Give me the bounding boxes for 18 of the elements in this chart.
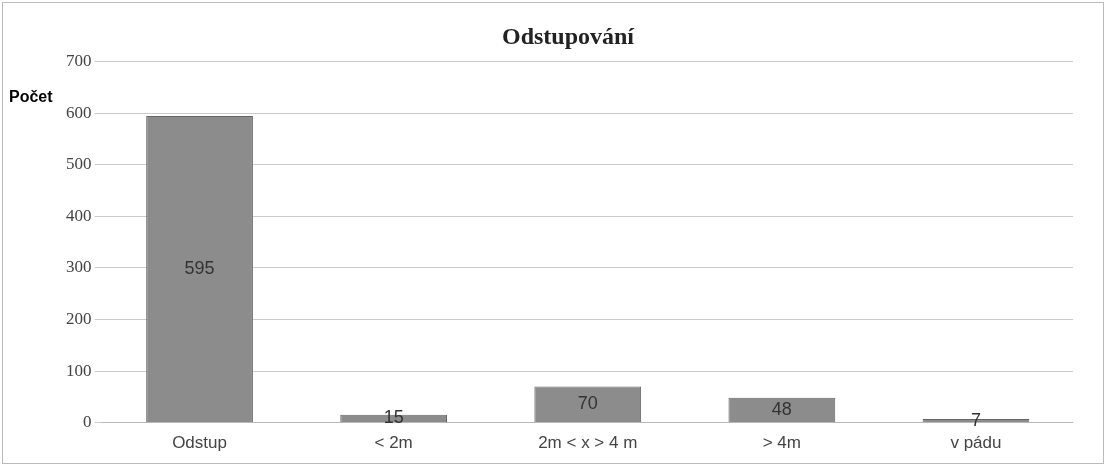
y-tick-label: 300 (66, 257, 92, 277)
x-tick-label: Odstup (172, 433, 227, 453)
data-label: 595 (184, 257, 215, 278)
y-tick-label: 200 (66, 308, 92, 328)
x-tick-label: > 4m (762, 433, 801, 453)
x-tick-label: 2m < x > 4 m (538, 433, 638, 453)
y-tick-label: 700 (66, 51, 92, 71)
x-tick-label: v pádu (950, 433, 1002, 453)
y-tick-label: 400 (66, 205, 92, 225)
x-tick-label: < 2m (374, 433, 413, 453)
y-tick-label: 500 (66, 154, 92, 174)
y-axis-title: Počet (9, 87, 54, 105)
chart-title: Odstupování (501, 22, 635, 49)
y-tick-label: 0 (83, 412, 92, 432)
data-label: 48 (771, 398, 792, 419)
y-tick-label: 100 (66, 360, 92, 380)
y-tick-label: 600 (66, 102, 92, 122)
data-label: 70 (577, 393, 598, 414)
